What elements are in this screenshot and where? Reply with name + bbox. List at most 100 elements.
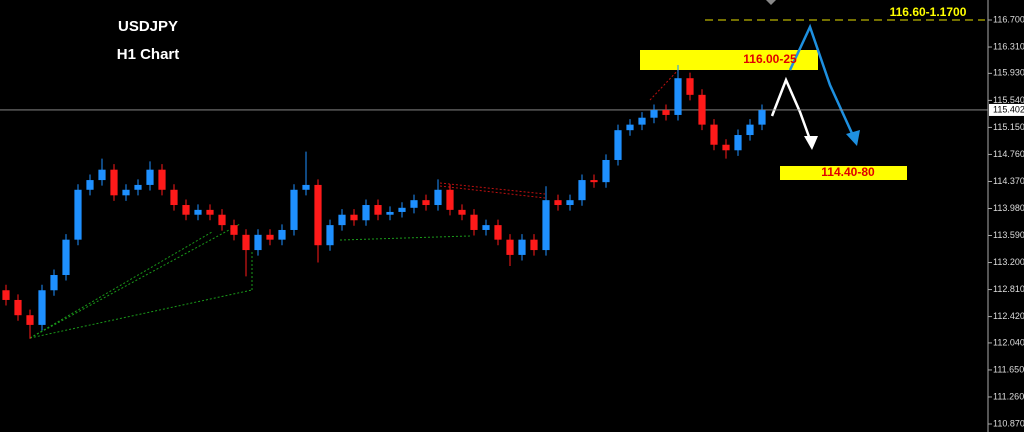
candle-body (398, 207, 406, 212)
candle-body (518, 239, 526, 255)
candle-body (650, 110, 658, 118)
candle-body (458, 209, 466, 215)
candle-body (566, 200, 574, 206)
candle-body (602, 159, 610, 183)
y-tick-label: 116.700 (993, 14, 1024, 24)
y-tick-label: 113.980 (993, 203, 1024, 213)
candle-body (110, 169, 118, 196)
annotation-box (780, 166, 907, 180)
candle-body (734, 135, 742, 151)
candle-body (218, 214, 226, 226)
candle-body (374, 205, 382, 215)
candle-body (578, 180, 586, 201)
y-tick-label: 113.590 (993, 230, 1024, 240)
candle-body (446, 189, 454, 210)
candle-body (98, 169, 106, 181)
y-tick-label: 115.540 (993, 95, 1024, 105)
candle-body (50, 275, 58, 291)
y-tick-label: 112.420 (993, 311, 1024, 321)
candle-body (170, 189, 178, 206)
y-tick-label: 114.760 (993, 149, 1024, 159)
candle-body (74, 189, 82, 240)
candle-body (722, 144, 730, 151)
candle-body (242, 234, 250, 251)
fan-line (339, 235, 471, 241)
candle-body (302, 184, 310, 190)
candle-body (626, 124, 634, 131)
candle-body (482, 225, 490, 230)
y-tick-label: 111.650 (993, 364, 1024, 374)
candle-body (314, 184, 322, 246)
y-tick-label: 116.310 (993, 41, 1024, 51)
y-tick-label: 115.150 (993, 122, 1024, 132)
y-tick-label: 112.810 (993, 284, 1024, 294)
candle-body (470, 214, 478, 230)
red-line (439, 182, 546, 195)
candle-body (746, 124, 754, 136)
candle-body (86, 180, 94, 190)
candle-body (758, 110, 766, 125)
candle-body (266, 234, 274, 240)
candle-body (326, 225, 334, 246)
candle-body (146, 169, 154, 185)
candle-body (134, 184, 142, 190)
y-tick-label: 115.930 (993, 68, 1024, 78)
candle-body (26, 315, 34, 325)
candle-body (194, 209, 202, 215)
candle-body (434, 189, 442, 206)
candle-body (278, 229, 286, 240)
candle-body (158, 169, 166, 190)
white-arrow (770, 76, 814, 146)
fan-line (29, 289, 253, 339)
candle-body (614, 130, 622, 160)
candle-body (494, 225, 502, 240)
chart-title: USDJPY (118, 18, 178, 35)
candle-body (62, 239, 70, 276)
red-line (439, 185, 546, 199)
y-tick-label: 113.200 (993, 257, 1024, 267)
y-tick-label: 114.370 (993, 176, 1024, 186)
annotation: 116.60-1.1700 (890, 5, 967, 19)
candle-body (182, 205, 190, 215)
fan-line (29, 231, 213, 339)
candle-body (638, 117, 646, 125)
candle-body (542, 200, 550, 251)
candle-body (254, 234, 262, 251)
chart-subtitle: H1 Chart (117, 46, 180, 63)
annotation-box (640, 50, 818, 70)
arrow-head (804, 136, 818, 150)
last-price-box (989, 103, 1024, 116)
candle-body (698, 94, 706, 125)
candle-body (554, 200, 562, 206)
candle-body (38, 290, 46, 325)
y-tick-label: 110.870 (993, 418, 1024, 428)
candle-body (206, 209, 214, 215)
blue-arrow (788, 23, 857, 141)
y-tick-label: 111.260 (993, 391, 1024, 401)
candle-body (2, 290, 10, 300)
annotation: 116.00-25 (743, 52, 797, 66)
candle-body (350, 214, 358, 221)
marker (766, 0, 776, 5)
candle-body (14, 299, 22, 316)
arrow-head (846, 130, 860, 146)
candle-body (122, 189, 130, 196)
candle-body (710, 124, 718, 145)
candle-body (506, 239, 514, 255)
candle-body (410, 200, 418, 208)
candle-body (230, 225, 238, 235)
candle-body (662, 110, 670, 115)
annotation: 114.40-80 (821, 165, 875, 179)
candle-body (386, 211, 394, 215)
candle-body (290, 189, 298, 230)
trend-lines (29, 67, 681, 339)
candle-body (422, 200, 430, 206)
candle-body (338, 214, 346, 226)
candle-body (362, 205, 370, 221)
candle-body (686, 78, 694, 95)
candle-body (590, 180, 598, 183)
last-price-label: 115.402 (993, 104, 1024, 114)
